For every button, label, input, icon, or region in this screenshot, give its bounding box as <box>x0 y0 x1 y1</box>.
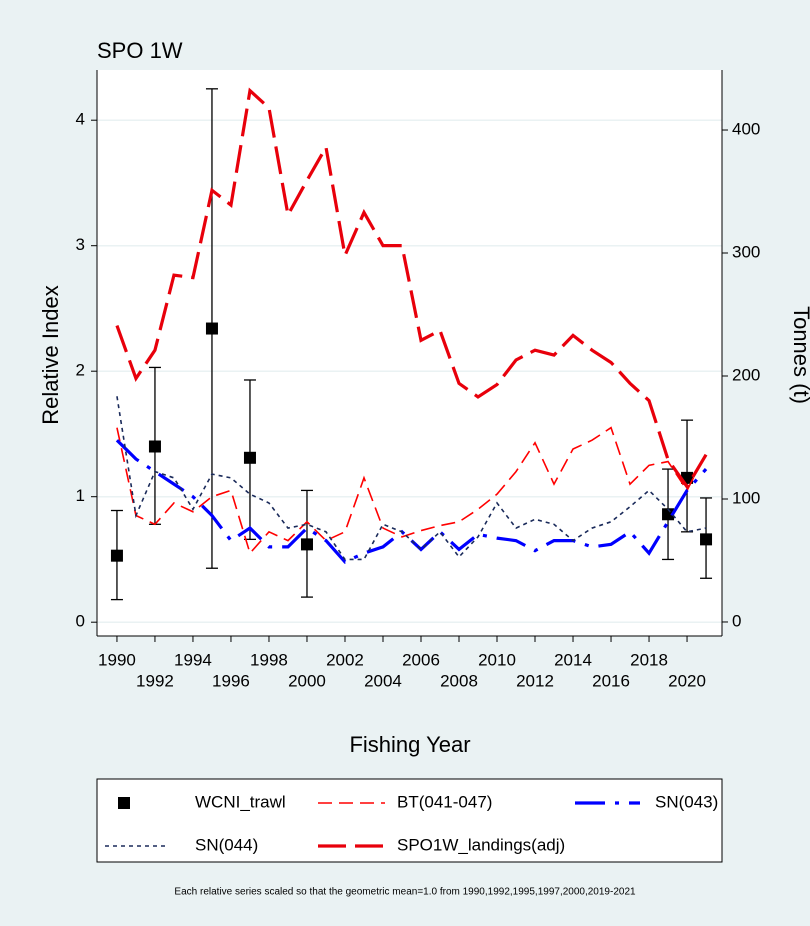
legend-box <box>96 778 723 863</box>
series-line <box>115 87 708 490</box>
point <box>205 322 218 335</box>
y2-tick-label: 300 <box>732 242 760 261</box>
y2-tick-label: 0 <box>732 611 741 630</box>
legend-label: BT(041-047) <box>397 792 492 811</box>
x-tick-label: 2018 <box>630 650 668 669</box>
x-tick-label: 2020 <box>668 671 706 690</box>
y-axis-title: Relative Index <box>38 285 63 424</box>
legend-marker <box>118 797 130 809</box>
x-tick-label: 2016 <box>592 671 630 690</box>
x-axis-title: Fishing Year <box>349 732 470 757</box>
x-tick-label: 2010 <box>478 650 516 669</box>
y-tick-label: 3 <box>76 235 85 254</box>
x-tick-label: 2008 <box>440 671 478 690</box>
legend-label: SN(044) <box>195 835 258 854</box>
series-line <box>115 439 708 564</box>
point <box>148 440 161 453</box>
x-tick-label: 2002 <box>326 650 364 669</box>
point <box>662 508 675 521</box>
x-tick-label: 1990 <box>98 650 136 669</box>
y2-axis-title: Tonnes (t) <box>789 306 810 404</box>
plot-area <box>97 70 722 636</box>
series-line <box>116 426 707 555</box>
x-tick-label: 2014 <box>554 650 592 669</box>
chart-title: SPO 1W <box>97 38 183 63</box>
point <box>700 533 713 546</box>
x-tick-label: 2000 <box>288 671 326 690</box>
note: Each relative series scaled so that the … <box>174 887 636 898</box>
point <box>300 538 313 551</box>
x-tick-label: 1994 <box>174 650 212 669</box>
y-tick-label: 0 <box>76 612 85 631</box>
legend-label: SPO1W_landings(adj) <box>397 835 565 854</box>
legend-label: SN(043) <box>655 792 718 811</box>
x-tick-label: 2012 <box>516 671 554 690</box>
x-tick-label: 2006 <box>402 650 440 669</box>
x-tick-label: 1998 <box>250 650 288 669</box>
y-tick-label: 2 <box>76 361 85 380</box>
legend-label: WCNI_trawl <box>195 792 286 811</box>
y2-tick-label: 100 <box>732 488 760 507</box>
x-tick-label: 1996 <box>212 671 250 690</box>
x-tick-label: 1992 <box>136 671 174 690</box>
y2-tick-label: 400 <box>732 120 760 139</box>
y-tick-label: 4 <box>76 110 85 129</box>
series-line <box>116 396 707 561</box>
point <box>110 549 123 562</box>
y-tick-label: 1 <box>76 486 85 505</box>
y2-tick-label: 200 <box>732 365 760 384</box>
x-tick-label: 2004 <box>364 671 402 690</box>
point <box>243 451 256 464</box>
